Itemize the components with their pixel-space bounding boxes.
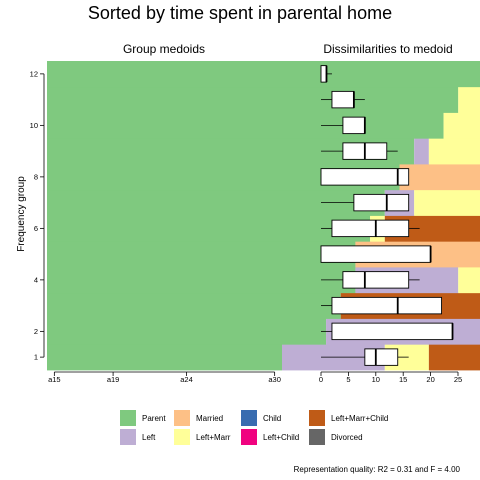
- medoid-spell-g8-married: [399, 164, 480, 191]
- legend-swatch-married: [174, 410, 190, 426]
- legend-swatch-child: [241, 410, 257, 426]
- medoid-spell-g10-left-marr: [443, 112, 480, 139]
- boxplot-group-5: [320, 245, 432, 263]
- boxplot-x-tick-label: 25: [454, 375, 462, 384]
- legend-swatch-left: [120, 429, 136, 445]
- boxplot-box: [331, 90, 355, 109]
- legend-label-divorced: Divorced: [331, 433, 363, 442]
- medoid-y-tick-label: 2: [34, 327, 38, 336]
- medoid-spell-g10-parent: [47, 112, 444, 139]
- medoid-spell-g3-parent: [47, 292, 341, 319]
- legend-label-left-marr-child: Left+Marr+Child: [331, 414, 388, 423]
- boxplot-box: [342, 116, 366, 135]
- medoid-spell-g9-left-marr: [428, 138, 480, 165]
- boxplot-group-8: [320, 168, 410, 186]
- legend-swatch-left-marr: [174, 429, 190, 445]
- legend-swatch-parent: [120, 410, 136, 426]
- medoid-spell-g4-parent: [47, 267, 356, 294]
- medoid-spell-g1-parent: [47, 344, 282, 371]
- boxplot-group-2: [321, 322, 454, 341]
- medoid-spell-g7-left-marr: [414, 189, 480, 216]
- medoid-spell-g4-left-marr: [458, 267, 480, 294]
- legend-label-married: Married: [196, 414, 223, 423]
- medoid-spell-g11-left-marr: [458, 86, 480, 113]
- boxplot-group-10: [321, 116, 366, 135]
- medoid-y-tick-label: 12: [30, 69, 38, 78]
- medoid-spell-g2-parent: [47, 318, 327, 345]
- medoid-bars: [47, 61, 480, 371]
- boxplot-subtitle: Dissimilarities to medoid: [323, 42, 452, 56]
- medoid-spell-g1-left-marr-child: [428, 344, 480, 371]
- medoid-x-tick-label: a19: [107, 375, 120, 384]
- medoid-x-tick-label: a30: [268, 375, 281, 384]
- boxplot-x-tick-label: 15: [399, 375, 407, 384]
- boxplot-box: [342, 271, 410, 289]
- boxplot-group-6: [321, 219, 420, 238]
- legend: Parent Married Child Left+Marr+Child Left Lef…: [120, 410, 388, 445]
- boxplot-box: [331, 296, 443, 315]
- legend-label-parent: Parent: [142, 414, 166, 423]
- medoid-y-tick-label: 4: [34, 275, 38, 284]
- medoid-spell-g6-parent: [47, 215, 371, 242]
- legend-swatch-left-marr-child: [309, 410, 325, 426]
- boxplot-box: [320, 168, 410, 186]
- legend-label-left: Left: [142, 433, 156, 442]
- boxplot-group-4: [321, 271, 420, 289]
- medoid-y-tick-label: 10: [30, 121, 38, 130]
- boxplot-x-tick-label: 5: [346, 375, 350, 384]
- boxplot-box: [320, 245, 432, 263]
- boxplot-group-9: [321, 142, 398, 160]
- boxplot-x-tick-label: 10: [372, 375, 380, 384]
- footer-note: Representation quality: R2 = 0.31 and F …: [294, 465, 461, 474]
- boxplot-group-3: [321, 296, 443, 315]
- boxplot-group-11: [321, 90, 365, 109]
- medoid-spell-g11-parent: [47, 86, 459, 113]
- legend-swatch-divorced: [309, 429, 325, 445]
- legend-label-left-marr: Left+Marr: [196, 433, 231, 442]
- boxplot-box: [364, 348, 399, 366]
- boxplot-group-12: [320, 65, 332, 83]
- medoid-y-tick-label: 8: [34, 172, 38, 181]
- medoid-y-tick-label: 6: [34, 224, 38, 233]
- legend-label-left-child: Left+Child: [263, 433, 299, 442]
- boxplot-x-tick-label: 20: [426, 375, 434, 384]
- legend-label-child: Child: [263, 414, 281, 423]
- medoids-subtitle: Group medoids: [123, 42, 205, 56]
- medoid-y-tick-label: 1: [34, 353, 38, 362]
- chart-title: Sorted by time spent in parental home: [88, 3, 392, 23]
- boxplots: [320, 65, 454, 366]
- medoid-spell-g12-parent: [47, 61, 480, 88]
- boxplot-box: [331, 219, 410, 238]
- y-axis-label: Frequency group: [16, 176, 27, 252]
- medoid-spell-g5-parent: [47, 241, 356, 268]
- boxplot-box: [353, 193, 410, 212]
- boxplot-group-7: [321, 193, 410, 212]
- medoid-spell-g9-left: [414, 138, 429, 165]
- medoid-x-tick-label: a24: [180, 375, 193, 384]
- medoid-x-tick-label: a15: [48, 375, 61, 384]
- boxplot-box: [331, 322, 453, 341]
- boxplot-group-1: [321, 348, 409, 366]
- legend-swatch-left-child: [241, 429, 257, 445]
- boxplot-x-tick-label: 0: [319, 375, 323, 384]
